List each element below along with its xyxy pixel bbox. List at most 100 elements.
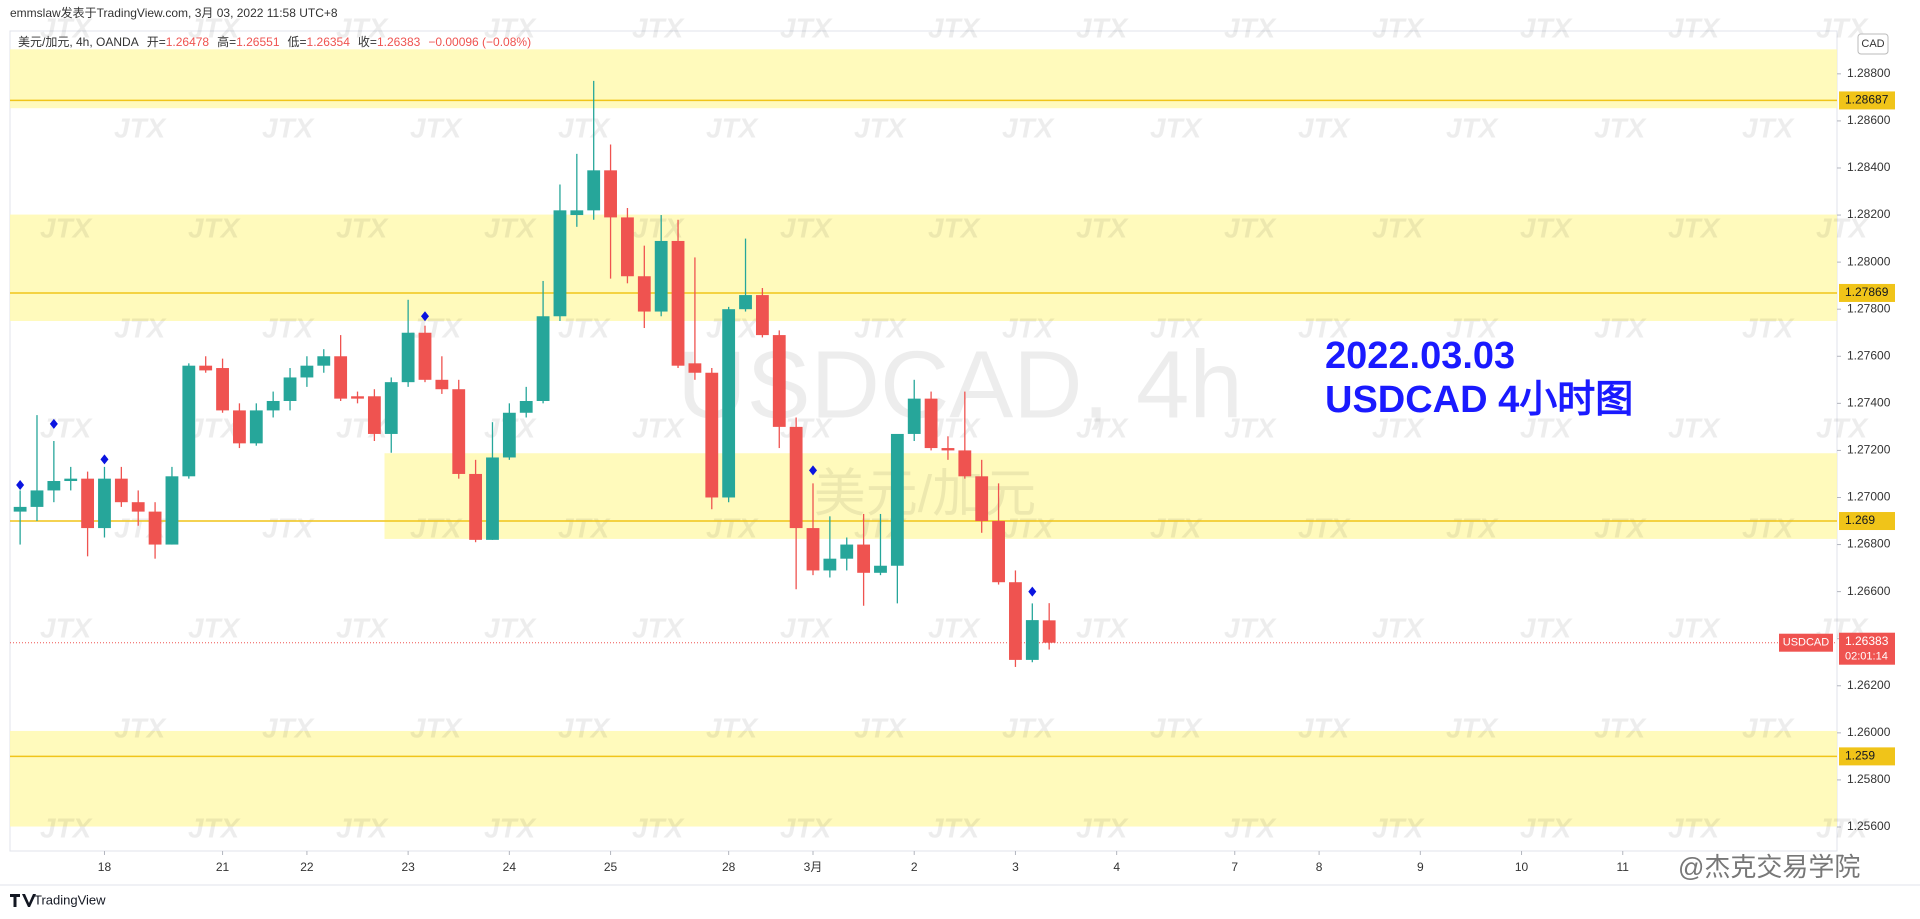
logo-watermark: JTX bbox=[1594, 112, 1648, 143]
candle-body bbox=[452, 389, 466, 474]
logo-watermark: JTX bbox=[632, 412, 686, 443]
logo-watermark: JTX bbox=[1742, 712, 1796, 743]
legend: 美元/加元, 4h, OANDA 开=1.26478 高=1.26551 低=1.26… bbox=[18, 34, 531, 49]
candle-body bbox=[249, 410, 263, 444]
candle-body bbox=[486, 457, 499, 540]
logo-watermark: JTX bbox=[262, 312, 316, 343]
logo-watermark: JTX bbox=[1668, 12, 1722, 43]
candle-body bbox=[30, 490, 44, 507]
logo-watermark: JTX bbox=[854, 712, 908, 743]
logo-watermark: JTX bbox=[1076, 212, 1130, 243]
logo-watermark: JTX bbox=[928, 212, 982, 243]
candle-body bbox=[165, 476, 179, 545]
logo-watermark: JTX bbox=[780, 212, 834, 243]
zone bbox=[10, 49, 1837, 109]
x-tick-label: 28 bbox=[722, 860, 736, 874]
logo-watermark: JTX bbox=[336, 412, 390, 443]
y-tick-label: 1.26200 bbox=[1847, 678, 1891, 692]
x-tick-label: 10 bbox=[1515, 860, 1529, 874]
logo-watermark: JTX bbox=[1002, 712, 1056, 743]
logo-watermark: JTX bbox=[1224, 212, 1278, 243]
logo-watermark: JTX bbox=[1076, 812, 1130, 843]
logo-watermark: JTX bbox=[1224, 612, 1278, 643]
logo-watermark: JTX bbox=[1224, 812, 1278, 843]
logo-watermark: JTX bbox=[928, 612, 982, 643]
zone-price-box bbox=[1839, 747, 1895, 766]
y-tick-label: 1.27400 bbox=[1847, 396, 1891, 410]
logo-watermark: JTX bbox=[188, 812, 242, 843]
candle-body bbox=[587, 170, 601, 211]
logo-watermark: JTX bbox=[780, 12, 834, 43]
x-tick-label: 22 bbox=[300, 860, 314, 874]
logo-watermark: JTX bbox=[1298, 512, 1352, 543]
logo-watermark: JTX bbox=[780, 812, 834, 843]
logo-watermark: JTX bbox=[1298, 112, 1352, 143]
logo-watermark: JTX bbox=[1076, 612, 1130, 643]
zone bbox=[10, 214, 1837, 321]
logo-watermark: JTX bbox=[1742, 112, 1796, 143]
logo-watermark: JTX bbox=[1002, 112, 1056, 143]
y-tick-label: 1.26000 bbox=[1847, 725, 1891, 739]
logo-watermark: JTX bbox=[1668, 412, 1722, 443]
candle-body bbox=[637, 276, 651, 312]
logo-watermark: JTX bbox=[1150, 512, 1204, 543]
x-tick-label: 3 bbox=[1012, 860, 1019, 874]
logo-watermark: JTX bbox=[1668, 612, 1722, 643]
candle-body bbox=[890, 433, 904, 566]
ohlc-label: 收= bbox=[358, 35, 377, 49]
logo-watermark: JTX bbox=[1594, 712, 1648, 743]
logo-watermark: JTX bbox=[40, 412, 94, 443]
zone-price-box bbox=[1839, 91, 1895, 110]
logo-watermark: JTX bbox=[1372, 812, 1426, 843]
symbol-tag bbox=[1779, 633, 1833, 652]
logo-watermark: JTX bbox=[706, 712, 760, 743]
logo-watermark: JTX bbox=[1594, 312, 1648, 343]
y-tick-label: 1.28000 bbox=[1847, 254, 1891, 268]
candle-body bbox=[1009, 582, 1022, 660]
y-tick-label: 1.28600 bbox=[1847, 113, 1891, 127]
candle-body bbox=[992, 521, 1005, 583]
header: emmslaw发表于TradingView.com, 3月 03, 2022 1… bbox=[10, 5, 338, 20]
currency-box[interactable] bbox=[1857, 33, 1889, 55]
logo-watermark: JTX bbox=[558, 712, 612, 743]
logo-watermark: JTX bbox=[1520, 12, 1574, 43]
last-price-label: 1.26383 bbox=[1845, 634, 1889, 648]
signal-marker bbox=[1028, 586, 1037, 597]
candle-body bbox=[317, 356, 331, 366]
logo-watermark: JTX bbox=[1668, 812, 1722, 843]
candle-body bbox=[671, 240, 685, 366]
logo-watermark: JTX bbox=[1446, 712, 1500, 743]
candle-body bbox=[216, 368, 229, 411]
logo-watermark: JTX bbox=[484, 612, 538, 643]
candle-body bbox=[907, 398, 921, 434]
logo-watermark: JTX bbox=[336, 812, 390, 843]
candle-body bbox=[941, 448, 955, 451]
ohlc-label: 低= bbox=[288, 35, 307, 49]
candle-body bbox=[570, 210, 584, 216]
currency[interactable]: CAD bbox=[1861, 38, 1884, 50]
candle-body bbox=[418, 332, 432, 380]
y-tick-label: 1.27800 bbox=[1847, 301, 1891, 315]
candle-body bbox=[604, 170, 617, 218]
watermark: USDCAD, 4h bbox=[677, 331, 1243, 438]
signal-marker bbox=[16, 480, 25, 491]
logo-watermark: JTX bbox=[1076, 12, 1130, 43]
logo-watermark: JTX bbox=[1446, 112, 1500, 143]
x-tick-label: 9 bbox=[1417, 860, 1424, 874]
logo-watermark: JTX bbox=[632, 12, 686, 43]
logo-watermark: JTX bbox=[336, 612, 390, 643]
candle-body bbox=[47, 481, 61, 491]
logo-watermark: JTX bbox=[410, 512, 464, 543]
candle-body bbox=[823, 558, 837, 571]
candle-body bbox=[182, 365, 196, 477]
logo-watermark: JTX bbox=[632, 212, 686, 243]
logo-watermark: JTX bbox=[336, 12, 390, 43]
candle-body bbox=[435, 379, 449, 390]
logo-watermark: JTX bbox=[1742, 512, 1796, 543]
y-tick-label: 1.27600 bbox=[1847, 348, 1891, 362]
logo-watermark: JTX bbox=[928, 812, 982, 843]
candle-body bbox=[469, 473, 483, 540]
logo-watermark: JTX bbox=[1520, 612, 1574, 643]
x-tick-label: 7 bbox=[1231, 860, 1238, 874]
zone-price-label: 1.27869 bbox=[1845, 285, 1889, 299]
